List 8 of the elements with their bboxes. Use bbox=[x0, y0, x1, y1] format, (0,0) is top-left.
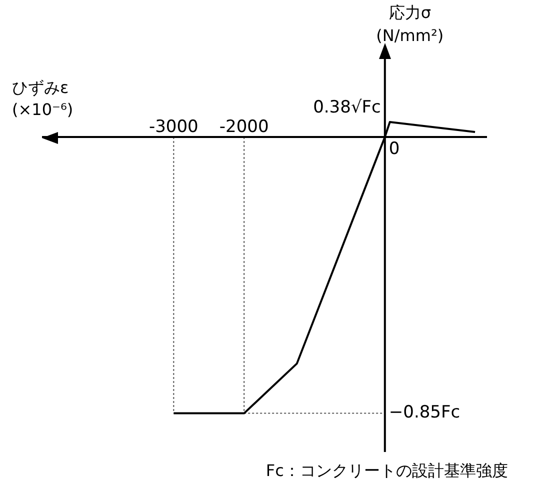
text: Fc：コンクリートの設計基準強度 bbox=[266, 461, 508, 480]
x-tick-label: -3000 bbox=[148, 116, 198, 137]
annotation: −0.85Fc bbox=[388, 402, 460, 423]
y-axis-title: 応力σ (N/mm²) bbox=[376, 3, 444, 46]
text: 0.38√Fc bbox=[313, 97, 381, 118]
annotation: 0 bbox=[388, 138, 400, 159]
x-tick-label: -2000 bbox=[219, 116, 269, 137]
x-axis-title: ひずみε (×10⁻⁶) bbox=[12, 78, 74, 120]
